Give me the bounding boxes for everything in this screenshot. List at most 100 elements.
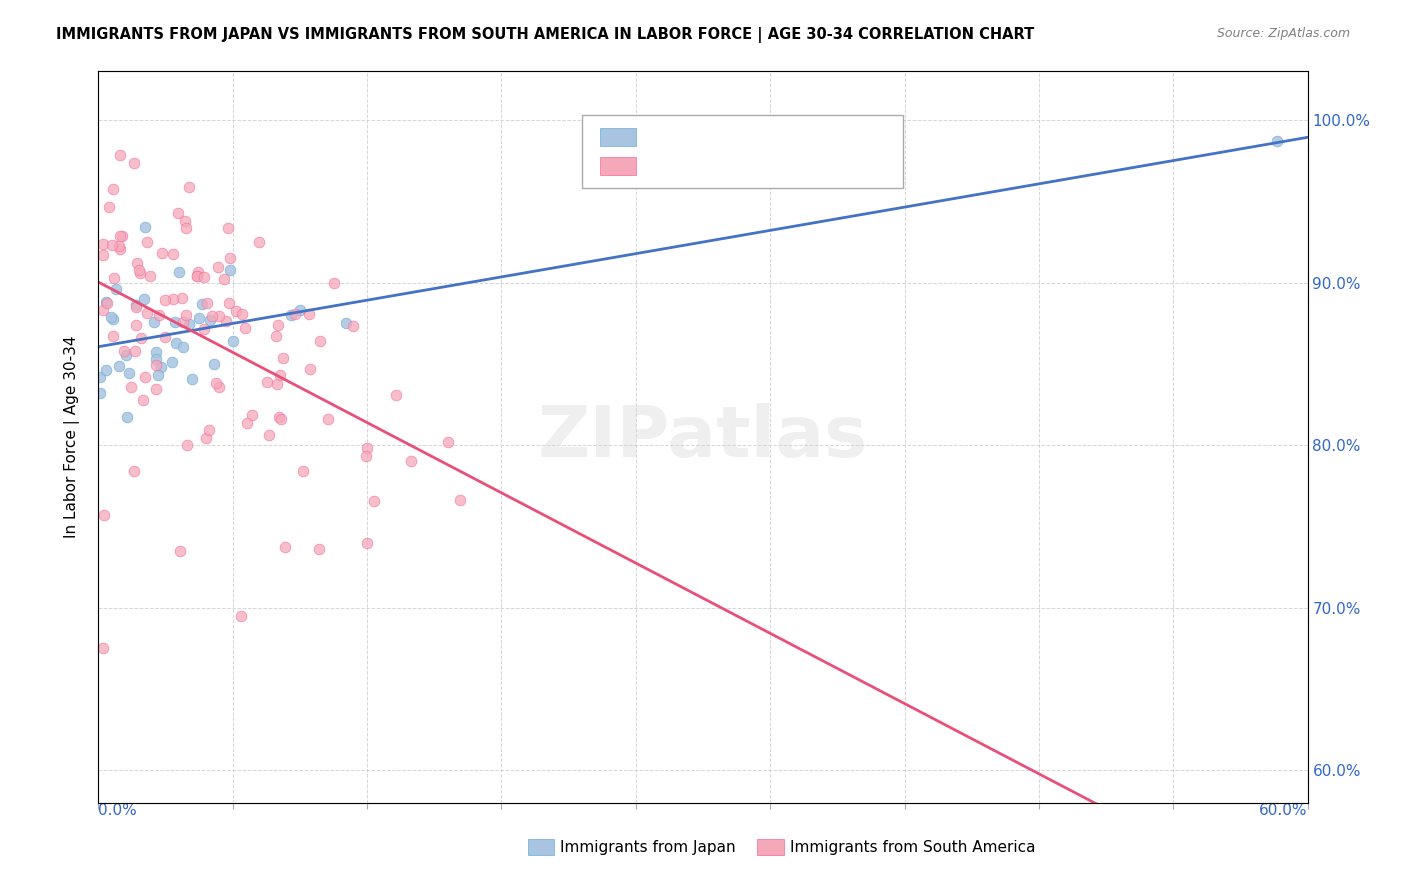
Point <box>91 237 114 252</box>
FancyBboxPatch shape <box>527 839 554 855</box>
Point <box>200 310 222 324</box>
Point <box>150 359 173 374</box>
Point <box>145 358 167 372</box>
Point <box>124 464 146 478</box>
Point <box>186 268 208 283</box>
Point <box>187 265 209 279</box>
Point <box>225 304 247 318</box>
Point <box>176 438 198 452</box>
Point <box>269 368 291 383</box>
Point <box>131 331 153 345</box>
Point <box>165 335 187 350</box>
Point <box>134 369 156 384</box>
Point <box>264 328 287 343</box>
Point <box>136 235 159 249</box>
Point <box>194 431 217 445</box>
Point <box>146 368 169 383</box>
Point <box>94 363 117 377</box>
Point <box>138 268 160 283</box>
Point <box>166 206 188 220</box>
FancyBboxPatch shape <box>758 839 785 855</box>
Point <box>89 370 111 384</box>
Point <box>212 272 235 286</box>
Point <box>236 416 259 430</box>
Point <box>122 156 145 170</box>
Point <box>316 412 339 426</box>
Point <box>298 362 321 376</box>
Point <box>292 465 315 479</box>
Point <box>169 265 191 279</box>
Point <box>103 329 125 343</box>
Point <box>114 344 136 359</box>
Text: 60.0%: 60.0% <box>1260 803 1308 818</box>
Point <box>274 540 297 554</box>
Point <box>323 276 346 290</box>
Point <box>103 271 125 285</box>
Point <box>385 388 408 402</box>
Text: R =  0.527    N =  36: R = 0.527 N = 36 <box>647 130 806 145</box>
Point <box>280 308 302 322</box>
Point <box>284 308 307 322</box>
Point <box>247 235 270 249</box>
Point <box>134 293 156 307</box>
Point <box>270 412 292 426</box>
Point <box>356 449 378 463</box>
Point <box>363 494 385 508</box>
Point <box>197 423 219 437</box>
Point <box>437 435 460 450</box>
Point <box>207 260 229 274</box>
Point <box>174 221 197 235</box>
Point <box>155 330 177 344</box>
Point <box>125 256 148 270</box>
Point <box>145 382 167 396</box>
FancyBboxPatch shape <box>582 115 903 188</box>
Point <box>117 410 139 425</box>
Point <box>128 263 150 277</box>
Text: ZIPatlas: ZIPatlas <box>538 402 868 472</box>
Point <box>198 313 221 327</box>
Point <box>148 308 170 322</box>
Point <box>93 508 115 522</box>
Point <box>172 340 194 354</box>
Point <box>91 248 114 262</box>
Point <box>125 318 148 332</box>
Point <box>110 229 132 244</box>
Text: Immigrants from Japan: Immigrants from Japan <box>561 840 735 855</box>
Point <box>121 380 143 394</box>
Point <box>240 408 263 422</box>
Point <box>94 294 117 309</box>
Point <box>150 245 173 260</box>
Point <box>118 367 141 381</box>
Point <box>257 427 280 442</box>
Point <box>233 321 256 335</box>
Text: R = -0.373   N = 101: R = -0.373 N = 101 <box>647 160 806 175</box>
Point <box>115 348 138 362</box>
Point <box>229 608 252 623</box>
Point <box>169 544 191 558</box>
Point <box>91 641 114 656</box>
Point <box>335 316 357 330</box>
Point <box>103 312 125 326</box>
Point <box>170 292 193 306</box>
Point <box>356 536 378 550</box>
Point <box>193 270 215 285</box>
Point <box>96 295 118 310</box>
Point <box>308 334 330 349</box>
Point <box>256 375 278 389</box>
Point <box>193 321 215 335</box>
Point <box>173 214 195 228</box>
Point <box>125 298 148 312</box>
Point <box>267 410 290 425</box>
Point <box>132 393 155 408</box>
Point <box>174 308 197 322</box>
Point <box>91 302 114 317</box>
Point <box>208 379 231 393</box>
Point <box>188 310 211 325</box>
Point <box>219 251 242 265</box>
Text: IMMIGRANTS FROM JAPAN VS IMMIGRANTS FROM SOUTH AMERICA IN LABOR FORCE | AGE 30-3: IMMIGRANTS FROM JAPAN VS IMMIGRANTS FROM… <box>56 27 1035 43</box>
Point <box>108 239 131 253</box>
Point <box>110 148 132 162</box>
Point <box>342 319 364 334</box>
Point <box>218 295 240 310</box>
Point <box>111 228 134 243</box>
